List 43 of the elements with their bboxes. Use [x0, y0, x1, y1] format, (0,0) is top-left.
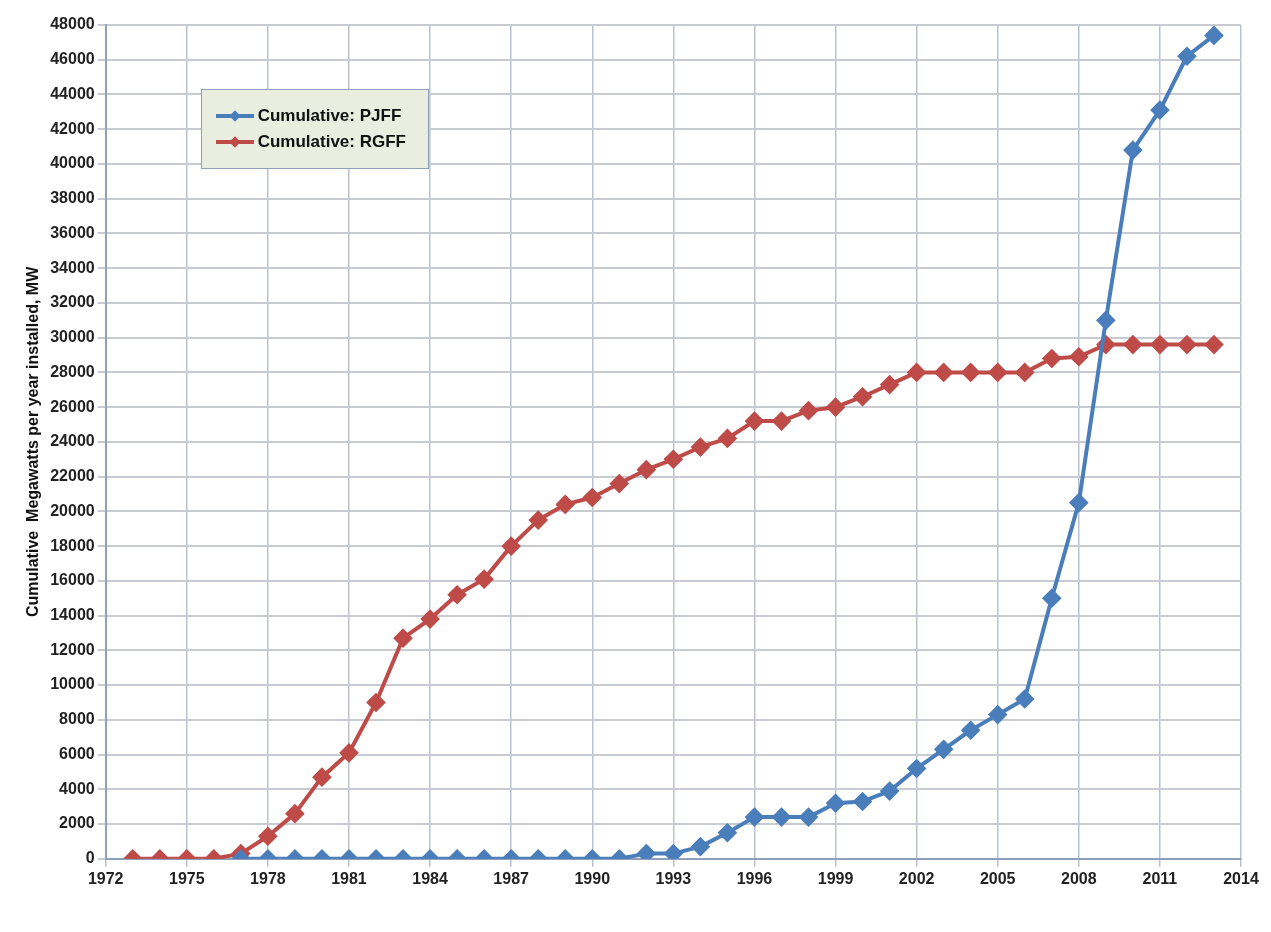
y-tick-label: 16000 — [50, 571, 95, 589]
y-tick-label: 26000 — [50, 397, 95, 415]
y-tick-label: 0 — [85, 849, 95, 867]
y-tick-label: 24000 — [50, 432, 95, 450]
x-tick-label: 1990 — [574, 869, 611, 887]
legend-label: Cumulative: RGFF — [257, 132, 406, 152]
x-tick-label: 2011 — [1142, 869, 1178, 887]
y-tick-label: 30000 — [50, 328, 95, 346]
x-tick-label: 1996 — [736, 869, 773, 887]
x-tick-label: 2005 — [979, 869, 1016, 887]
y-tick-label: 34000 — [50, 258, 95, 276]
y-tick-label: 44000 — [50, 84, 95, 102]
x-tick-label: 1987 — [493, 869, 530, 887]
y-tick-label: 2000 — [59, 814, 95, 832]
x-tick-label: 1999 — [817, 869, 854, 887]
y-tick-label: 38000 — [50, 189, 95, 207]
x-tick-label: 1978 — [250, 869, 286, 887]
y-tick-label: 12000 — [50, 640, 95, 658]
x-tick-label: 1993 — [655, 869, 692, 887]
y-tick-label: 46000 — [50, 50, 95, 68]
x-tick-label: 2008 — [1061, 869, 1097, 887]
y-tick-label: 8000 — [59, 710, 95, 728]
y-tick-label: 36000 — [50, 223, 95, 241]
y-tick-label: 22000 — [50, 467, 95, 485]
y-tick-label: 18000 — [50, 536, 95, 554]
y-tick-label: 40000 — [50, 154, 95, 172]
y-axis-title: Cumulative Megawatts per year installed, MW — [24, 265, 42, 618]
x-tick-label: 1981 — [331, 869, 367, 887]
x-tick-label: 1975 — [168, 869, 205, 887]
y-tick-label: 42000 — [50, 119, 95, 137]
x-tick-label: 2002 — [898, 869, 935, 887]
y-tick-label: 32000 — [50, 293, 95, 311]
y-tick-label: 4000 — [59, 779, 95, 797]
legend-label: Cumulative: PJFF — [257, 106, 402, 126]
y-tick-label: 48000 — [50, 15, 95, 33]
x-tick-label: 2014 — [1223, 869, 1259, 887]
x-tick-label: 1984 — [412, 869, 448, 887]
y-tick-label: 28000 — [50, 362, 95, 380]
y-tick-label: 10000 — [50, 675, 95, 693]
y-tick-label: 14000 — [50, 606, 95, 624]
x-tick-label: 1972 — [87, 869, 124, 887]
y-tick-label: 20000 — [50, 501, 95, 519]
y-tick-label: 6000 — [59, 744, 95, 762]
